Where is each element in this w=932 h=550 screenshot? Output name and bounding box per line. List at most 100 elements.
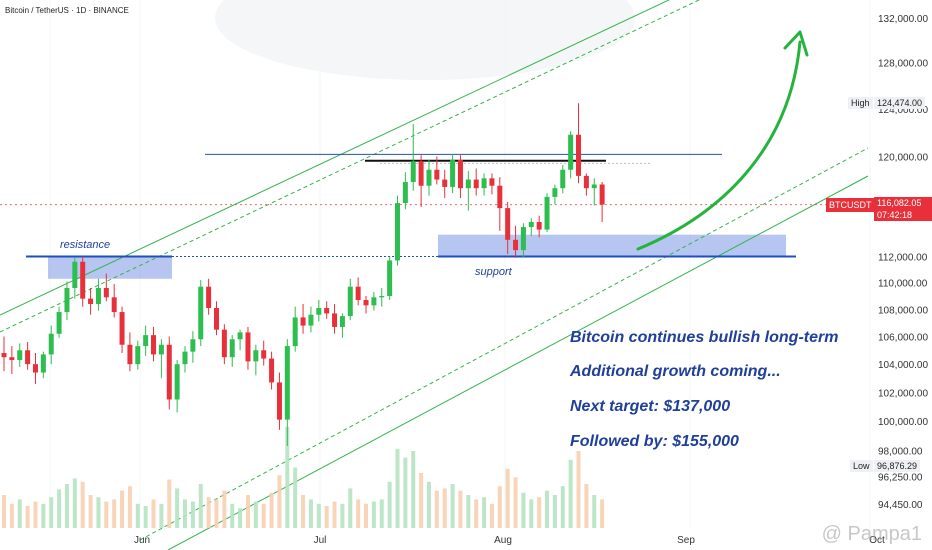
- projection-arrow: [636, 30, 809, 251]
- candle-body: [544, 196, 550, 230]
- candle-body: [442, 179, 448, 187]
- high-value: 124,474.00: [874, 97, 926, 109]
- candle-body: [371, 297, 377, 306]
- candle-body: [182, 351, 188, 365]
- price-tick-label: 96,250.00: [878, 473, 923, 484]
- volume-bar: [584, 484, 589, 528]
- price-tick-label: 102,000.00: [878, 388, 928, 399]
- candle-body: [536, 221, 542, 230]
- price-tick-label: 98,000.00: [878, 446, 923, 457]
- resistance-label: resistance: [60, 239, 111, 251]
- candle-body: [402, 182, 408, 204]
- volume-bar: [576, 451, 581, 528]
- candle-body: [379, 295, 385, 298]
- candle-body: [316, 308, 322, 315]
- price-tick-label: 112,000.00: [878, 253, 928, 264]
- candle-body: [261, 350, 267, 359]
- countdown-tag: 07:42:18: [874, 209, 932, 221]
- candle-body: [387, 260, 393, 296]
- candle-body: [497, 185, 503, 209]
- price-tick-label: 128,000.00: [878, 59, 928, 70]
- candle-body: [174, 364, 180, 400]
- volume-bar: [332, 501, 337, 528]
- candle-body: [528, 221, 534, 228]
- support-label: support: [475, 266, 512, 278]
- volume-bar: [104, 501, 109, 528]
- price-tick-label: 120,000.00: [878, 152, 928, 163]
- candle-body: [591, 184, 597, 189]
- volume-bar: [482, 497, 487, 528]
- volume-bar: [419, 473, 424, 528]
- volume-bar: [356, 499, 361, 528]
- volume-bar: [120, 490, 125, 528]
- volume-bar: [214, 499, 219, 528]
- volume-bar: [489, 503, 494, 528]
- volume-bar: [33, 501, 38, 528]
- volume-bar: [466, 495, 471, 528]
- candle-body: [237, 332, 243, 340]
- volume-bar: [592, 495, 597, 528]
- volume-bar: [293, 467, 298, 528]
- price-tick-label: 108,000.00: [878, 305, 928, 316]
- candle-body: [103, 288, 109, 298]
- annotation-line-1: Bitcoin continues bullish long-term: [570, 329, 839, 346]
- candle-body: [111, 297, 117, 313]
- volume-bar: [568, 459, 573, 528]
- volume-bar: [348, 488, 353, 528]
- candle-body: [221, 329, 227, 358]
- volume-bar: [64, 484, 69, 528]
- volume-bar: [442, 488, 447, 528]
- candle-body: [292, 317, 298, 347]
- volume-bar: [521, 492, 526, 528]
- price-tick-label: 110,000.00: [878, 279, 928, 290]
- channel-lower-line: [167, 175, 869, 550]
- candle-body: [213, 308, 219, 330]
- volume-bar: [537, 497, 542, 528]
- projection-arrow-curve: [636, 40, 802, 251]
- annotation-line-3: Next target: $137,000: [570, 398, 731, 415]
- low-label: Low: [850, 460, 873, 472]
- candle-body: [473, 179, 479, 189]
- candle-body: [332, 313, 338, 327]
- candle-body: [308, 314, 314, 326]
- volume-bar: [560, 486, 565, 528]
- volume-bar: [340, 503, 345, 528]
- candle-body: [347, 286, 353, 317]
- volume-bar: [395, 448, 400, 528]
- volume-bar: [600, 499, 605, 528]
- candle-body: [339, 316, 345, 327]
- channel-mid-lower-dashed: [139, 147, 869, 541]
- volume-bar: [364, 503, 369, 528]
- price-tick-label: 132,000.00: [878, 14, 928, 25]
- volume-bar: [434, 490, 439, 528]
- candle-body: [599, 184, 605, 205]
- last-symbol-tag: BTCUSDT: [826, 198, 875, 212]
- watermark: @ Pampa1: [821, 523, 922, 545]
- candle-body: [513, 239, 519, 251]
- price-tick-label: 106,000.00: [878, 332, 928, 343]
- candle-body: [457, 160, 463, 189]
- volume-bar: [269, 492, 274, 528]
- volume-bar: [96, 497, 101, 528]
- candle-body: [64, 288, 70, 313]
- volume-bar: [426, 481, 431, 528]
- candle-body: [158, 344, 164, 355]
- volume-bar: [238, 508, 243, 528]
- time-axis[interactable]: Jun Jul Aug Sep Oct: [134, 535, 885, 546]
- volume-bar: [387, 481, 392, 528]
- time-tick-label: Sep: [677, 535, 695, 546]
- candle-body: [32, 364, 38, 373]
- volume-bar: [411, 451, 416, 528]
- time-tick-label: Oct: [869, 535, 885, 546]
- candle-body: [72, 261, 78, 289]
- volume-bar: [458, 490, 463, 528]
- volume-bar: [253, 501, 258, 528]
- candle-body: [426, 169, 432, 186]
- volume-bar: [474, 499, 479, 528]
- volume-bar: [513, 477, 518, 528]
- candle-body: [363, 299, 369, 306]
- horizontal-levels: [0, 153, 868, 258]
- volume-bar: [72, 478, 77, 528]
- symbol-header: Bitcoin / TetherUS · 1D · BINANCE: [5, 6, 129, 15]
